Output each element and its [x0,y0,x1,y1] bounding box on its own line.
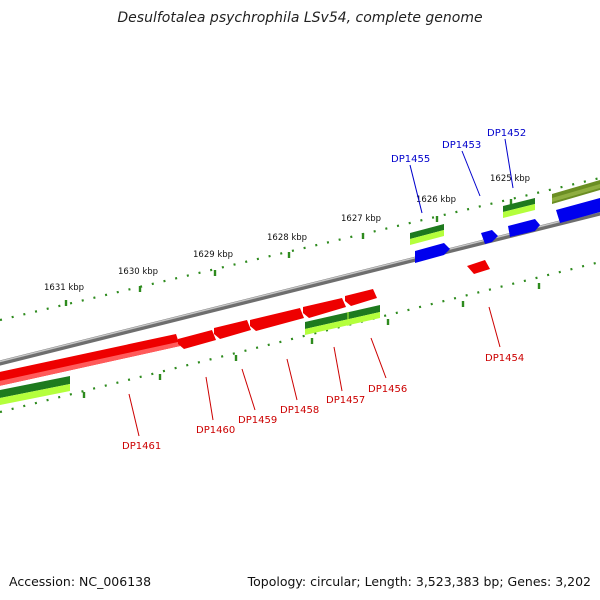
gene-arrow-right-edge[interactable] [556,198,600,223]
reverse-callouts [128,306,501,437]
rna-feature-lower-mid[interactable] [305,305,380,335]
lower-ruler-major-ticks [82,283,541,398]
gene-label-dp1452: DP1452 [487,128,526,139]
gene-label-dp1460: DP1460 [196,425,235,436]
gene-label-dp1456: DP1456 [368,384,407,395]
rna-feature-lower-left[interactable] [0,376,70,407]
gene-arrow-dp1455[interactable] [415,243,450,263]
rna-feature-dp1455[interactable] [410,224,444,245]
genome-title: Desulfotalea psychrophila LSv54, complet… [117,10,483,26]
gene-label-dp1458: DP1458 [280,405,319,416]
ruler-major-ticks [64,199,513,306]
gene-arrow-dp1454[interactable] [467,260,490,274]
gene-arrow-dp1452[interactable] [508,219,540,237]
ruler-label-1630: 1630 kbp [118,267,158,277]
ruler-label-1625: 1625 kbp [490,174,530,184]
ruler-label-1628: 1628 kbp [267,233,307,243]
gene-label-dp1453: DP1453 [442,140,481,151]
ruler-label-1631: 1631 kbp [44,283,84,293]
ruler-label-1626: 1626 kbp [416,195,456,205]
gene-arrow-dp1460[interactable] [178,330,216,349]
forward-callouts [409,138,514,214]
rna-feature-dp1452[interactable] [503,198,535,218]
gene-label-dp1457: DP1457 [326,395,365,406]
reverse-features [0,260,490,407]
gene-arrow-dp1456[interactable] [345,289,377,306]
gene-arrow-dp1457[interactable] [303,298,346,318]
reverse-gene-labels: DP1454 DP1456 DP1457 DP1458 DP1459 DP146… [122,353,524,452]
genome-summary-text: Topology: circular; Length: 3,523,383 bp… [247,574,591,589]
gene-arrow-dp1453[interactable] [481,230,498,244]
gene-arrow-dp1459[interactable] [214,320,251,339]
forward-features [410,180,600,263]
gene-label-dp1455: DP1455 [391,154,430,165]
ruler-label-1627: 1627 kbp [341,214,381,224]
accession-text: Accession: NC_006138 [9,574,152,589]
gene-label-dp1461: DP1461 [122,441,161,452]
ruler-labels: 1631 kbp 1630 kbp 1629 kbp 1628 kbp 1627… [44,174,530,293]
gene-arrow-dp1458[interactable] [250,308,304,331]
olive-feature[interactable] [552,180,600,204]
ruler-label-1629: 1629 kbp [193,250,233,260]
gene-label-dp1454: DP1454 [485,353,524,364]
lower-ruler [0,260,600,414]
gene-label-dp1459: DP1459 [238,415,277,426]
forward-gene-labels: DP1455 DP1453 DP1452 [391,128,526,165]
